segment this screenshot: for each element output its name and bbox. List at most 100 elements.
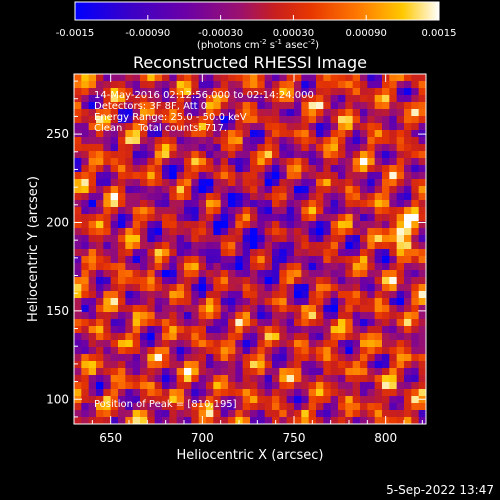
heatmap-cell: [264, 312, 273, 320]
heatmap-cell: [125, 200, 134, 208]
heatmap-cell: [367, 354, 376, 362]
heatmap-cell: [323, 277, 332, 285]
heatmap-cell: [286, 235, 295, 243]
heatmap-cell: [81, 347, 90, 355]
heatmap-cell: [74, 88, 82, 96]
y-tick-label: 100: [46, 392, 69, 406]
heatmap-cell: [184, 109, 192, 117]
heatmap-cell: [264, 193, 273, 201]
heatmap-cell: [330, 382, 339, 390]
heatmap-cell: [74, 74, 82, 82]
heatmap-cell: [316, 305, 324, 313]
heatmap-cell: [88, 298, 97, 306]
heatmap-cell: [103, 326, 112, 334]
heatmap-cell: [162, 193, 170, 201]
heatmap-cell: [96, 249, 104, 257]
heatmap-cell: [176, 263, 185, 271]
heatmap-cell: [88, 333, 97, 341]
heatmap-cell: [235, 207, 244, 215]
heatmap-cell: [418, 256, 427, 264]
heatmap-cell: [176, 298, 185, 306]
heatmap-cell: [382, 333, 390, 341]
heatmap-cell: [330, 333, 339, 341]
heatmap-cell: [88, 130, 97, 138]
heatmap-cell: [103, 137, 112, 145]
heatmap-cell: [367, 228, 376, 236]
heatmap-cell: [162, 158, 170, 166]
heatmap-cell: [147, 256, 156, 264]
heatmap-cell: [345, 228, 354, 236]
heatmap-cell: [308, 298, 317, 306]
heatmap-cell: [176, 186, 185, 194]
heatmap-cell: [176, 256, 185, 264]
heatmap-cell: [220, 305, 229, 313]
heatmap-cell: [81, 186, 90, 194]
heatmap-cell: [103, 242, 112, 250]
heatmap-cell: [272, 333, 280, 341]
heatmap-cell: [367, 74, 376, 82]
heatmap-cell: [323, 389, 332, 397]
heatmap-cell: [279, 235, 288, 243]
heatmap-cell: [404, 221, 412, 229]
heatmap-cell: [411, 403, 420, 411]
heatmap-cell: [323, 249, 332, 257]
heatmap-cell: [250, 172, 258, 180]
heatmap-cell: [396, 207, 405, 215]
heatmap-cell: [308, 130, 317, 138]
heatmap-cell: [198, 221, 207, 229]
heatmap-cell: [279, 375, 288, 383]
heatmap-cell: [110, 368, 119, 376]
heatmap-cell: [411, 179, 420, 187]
heatmap-cell: [308, 186, 317, 194]
heatmap-cell: [374, 228, 383, 236]
heatmap-cell: [272, 221, 280, 229]
heatmap-cell: [169, 249, 178, 257]
heatmap-cell: [81, 200, 90, 208]
heatmap-cell: [360, 270, 368, 278]
heatmap-cell: [228, 389, 236, 397]
heatmap-cell: [286, 179, 295, 187]
heatmap-cell: [169, 172, 178, 180]
heatmap-cell: [242, 95, 251, 103]
heatmap-cell: [301, 326, 310, 334]
heatmap-cell: [198, 410, 207, 418]
heatmap-cell: [360, 326, 368, 334]
heatmap-cell: [250, 179, 258, 187]
heatmap-cell: [250, 137, 258, 145]
heatmap-cell: [264, 326, 273, 334]
heatmap-cell: [213, 284, 222, 292]
heatmap-cell: [411, 81, 420, 89]
heatmap-cell: [294, 291, 302, 299]
heatmap-cell: [235, 305, 244, 313]
heatmap-cell: [147, 137, 156, 145]
heatmap-cell: [279, 193, 288, 201]
heatmap-cell: [228, 74, 236, 82]
heatmap-cell: [220, 158, 229, 166]
heatmap-cell: [264, 361, 273, 369]
heatmap-cell: [367, 389, 376, 397]
heatmap-cell: [294, 284, 302, 292]
heatmap-cell: [272, 193, 280, 201]
heatmap-cell: [418, 151, 427, 159]
heatmap-cell: [235, 284, 244, 292]
heatmap-cell: [125, 375, 134, 383]
heatmap-cell: [301, 403, 310, 411]
heatmap-cell: [301, 144, 310, 152]
heatmap-cell: [418, 389, 427, 397]
heatmap-cell: [154, 116, 163, 124]
heatmap-cell: [338, 375, 346, 383]
heatmap-cell: [169, 214, 178, 222]
y-tick-label: 200: [46, 215, 69, 229]
heatmap-cell: [81, 165, 90, 173]
heatmap-cell: [418, 291, 427, 299]
heatmap-cell: [206, 298, 214, 306]
heatmap-cell: [110, 319, 119, 327]
heatmap-cell: [220, 88, 229, 96]
heatmap-cell: [382, 123, 390, 131]
heatmap-cell: [316, 319, 324, 327]
heatmap-cell: [323, 88, 332, 96]
heatmap-cell: [228, 249, 236, 257]
heatmap-cell: [345, 340, 354, 348]
heatmap-cell: [330, 347, 339, 355]
heatmap-cell: [323, 354, 332, 362]
